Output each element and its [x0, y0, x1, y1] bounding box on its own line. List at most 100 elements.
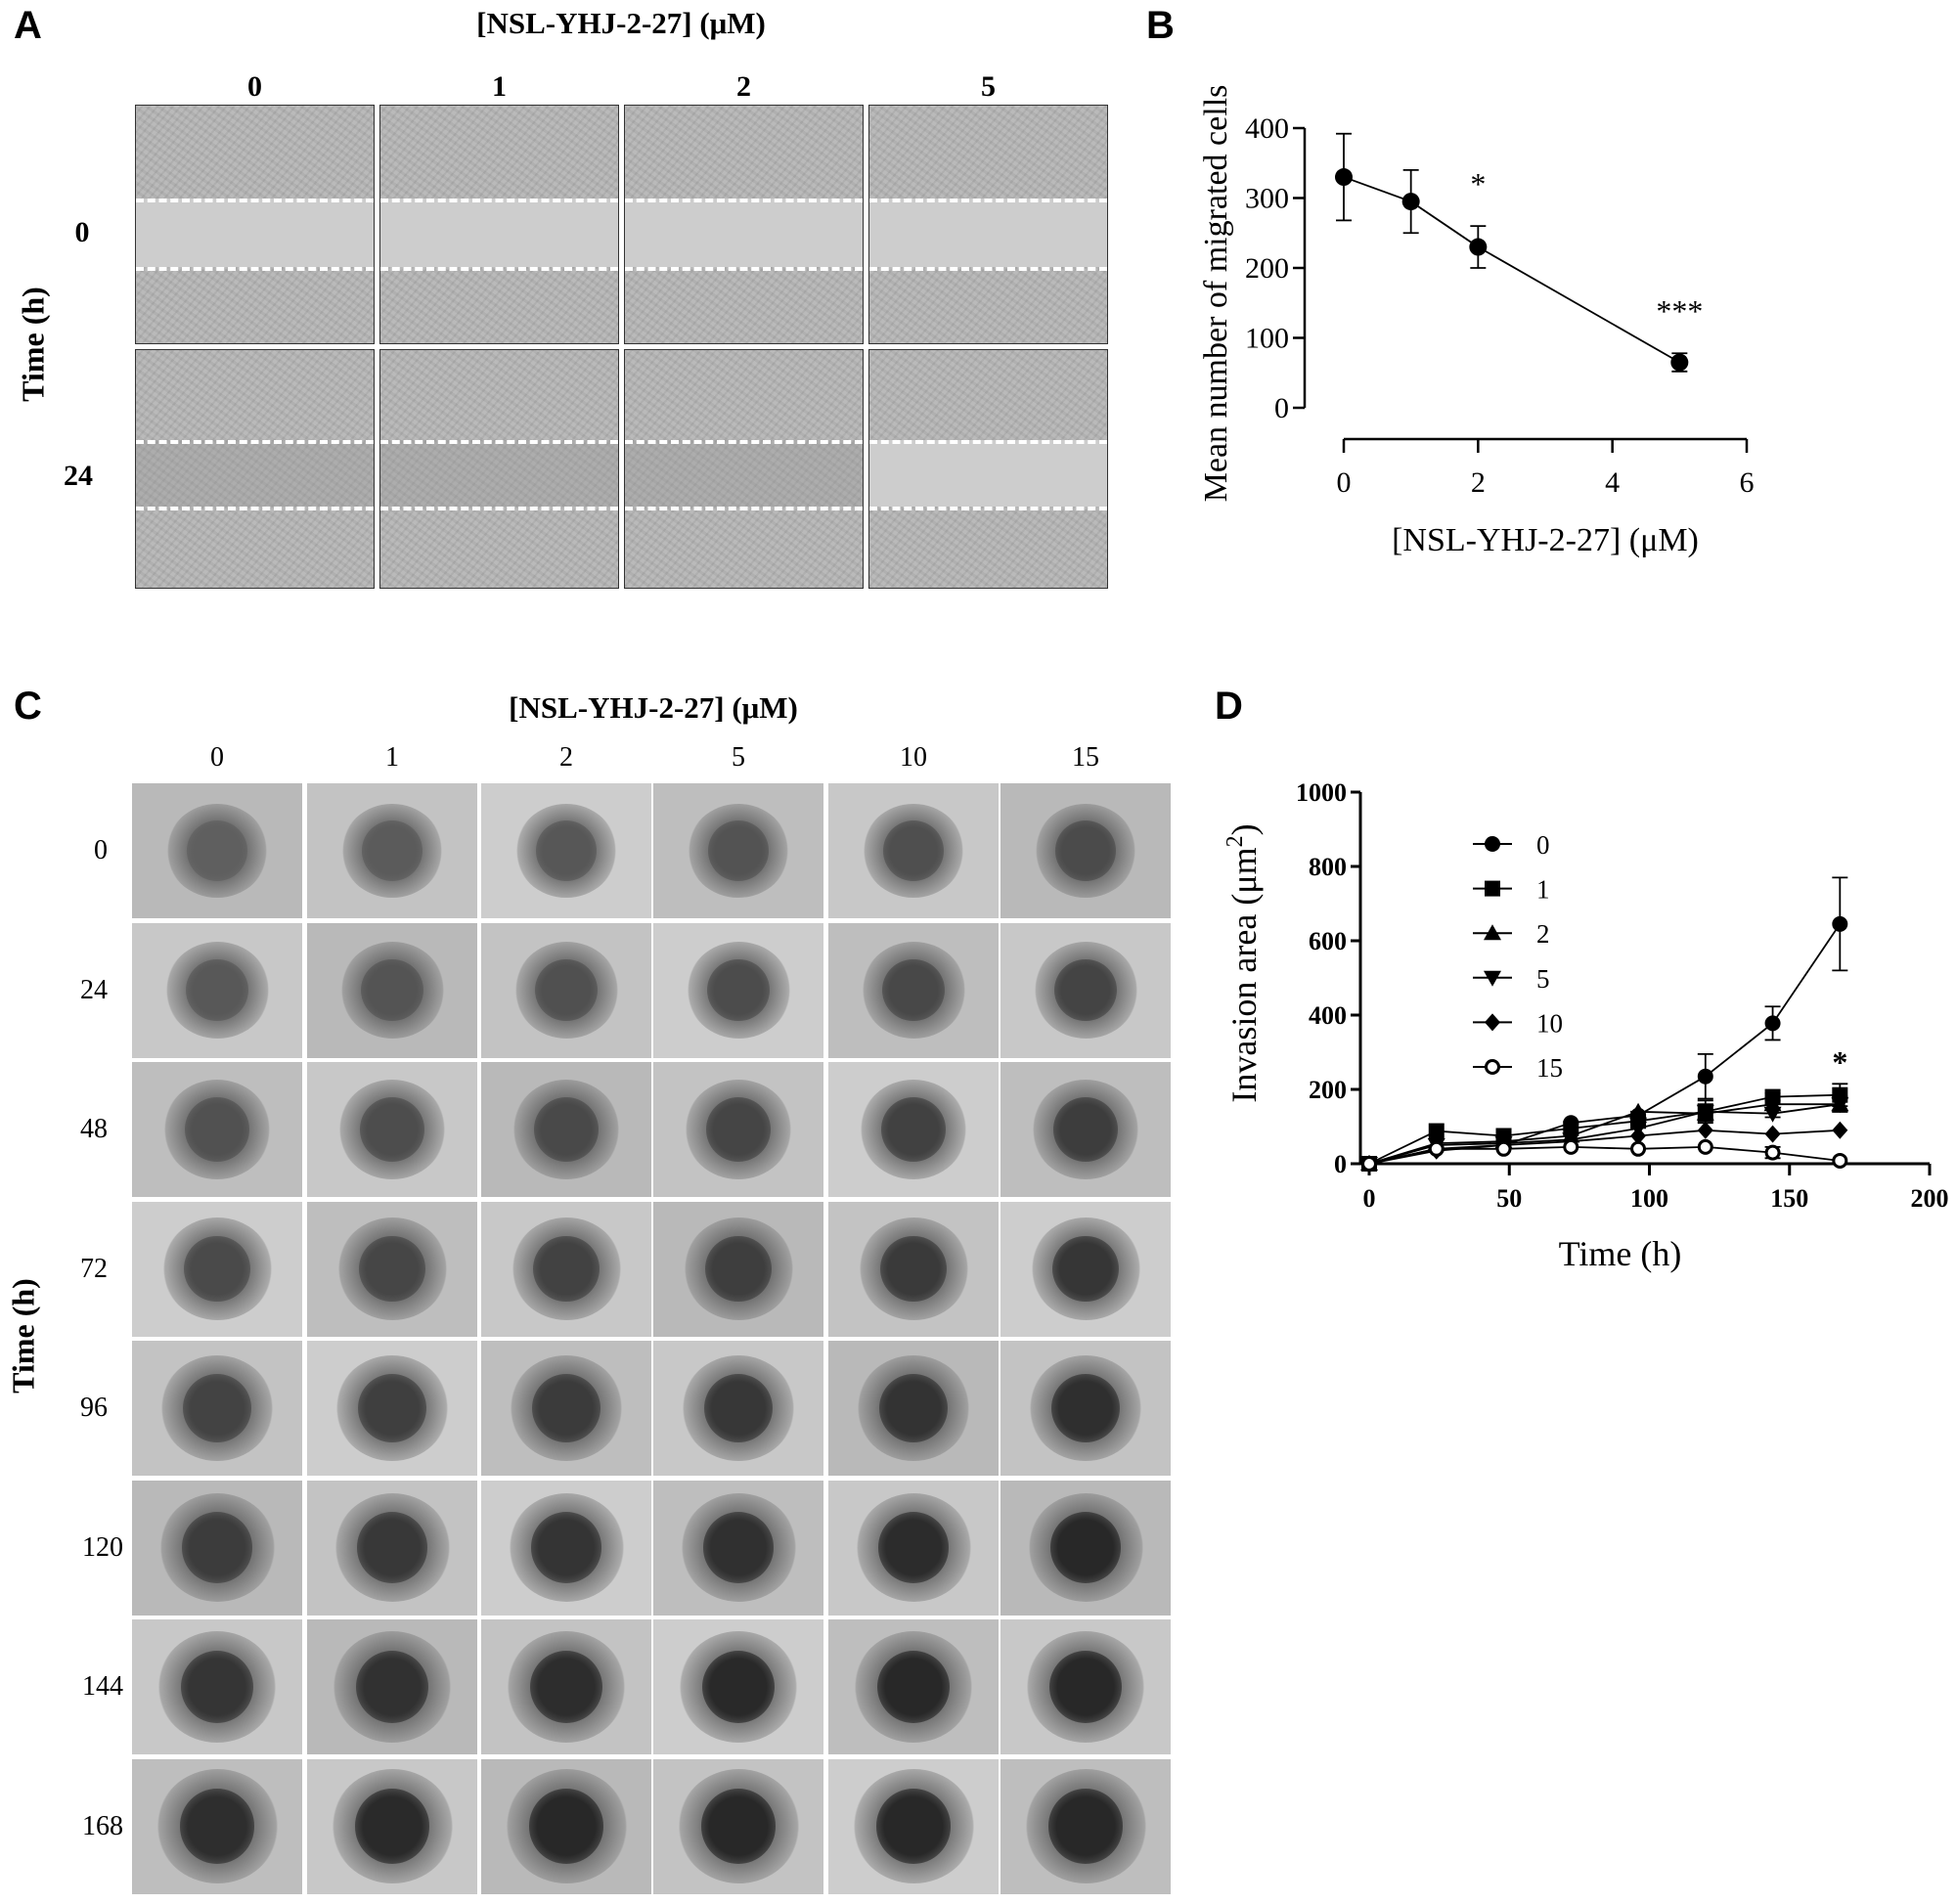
legend-label: 2: [1536, 919, 1550, 949]
spheroid-core: [185, 1097, 249, 1162]
data-point: [1763, 1106, 1782, 1123]
spheroid-core: [1047, 1789, 1124, 1864]
row-label: 0: [74, 216, 90, 248]
column-label: 1: [492, 70, 507, 103]
y-tick-label: 0: [1274, 392, 1289, 424]
panel-a-row-axis-label: Time (h): [15, 287, 51, 402]
spheroid-image: [653, 1341, 823, 1476]
panel-a-title: [NSL-YHJ-2-27] (μM): [476, 6, 766, 40]
wound-edge-line: [380, 507, 618, 510]
data-point: [1831, 1097, 1849, 1114]
spheroid-core: [876, 1650, 951, 1724]
wound-edge-line: [625, 440, 863, 444]
column-label: 0: [210, 742, 224, 773]
spheroid-image: [1000, 1062, 1171, 1197]
data-point: [1697, 1138, 1713, 1155]
series-line: [1368, 1129, 1841, 1165]
spheroid-core: [532, 1374, 600, 1442]
spheroid-image: [307, 922, 477, 1058]
spheroid-core: [358, 1374, 426, 1442]
spheroid-core: [354, 1789, 430, 1864]
significance-marker: *: [1832, 1044, 1847, 1080]
wound-edge-line: [136, 507, 374, 510]
data-point: [1764, 1144, 1781, 1161]
spheroid-core: [362, 820, 422, 881]
x-tick-label: 4: [1605, 466, 1620, 499]
data-point: [1832, 1121, 1848, 1139]
spheroid-core: [359, 1235, 425, 1303]
column-label: 15: [1072, 742, 1099, 773]
spheroid-core: [700, 1789, 777, 1864]
spheroid-core: [534, 1097, 599, 1162]
y-axis-label-main: Invasion area (μm: [1224, 847, 1264, 1102]
spheroid-image: [132, 1480, 302, 1616]
column-label: 2: [559, 742, 573, 773]
wound-gap: [869, 440, 1107, 507]
spheroid-image: [828, 1062, 999, 1197]
wound-gap: [380, 440, 618, 507]
spheroid-core: [184, 1235, 250, 1303]
spheroid-image: [307, 1201, 477, 1337]
wound-image: [624, 349, 864, 589]
spheroid-image: [481, 1480, 651, 1616]
spheroid-image: [1000, 1341, 1171, 1476]
legend-marker: [1485, 1013, 1500, 1032]
panel-c-row-axis-label: Time (h): [5, 1278, 41, 1394]
spheroid-image: [828, 1341, 999, 1476]
data-point: [1630, 1140, 1647, 1157]
spheroid-image: [1000, 1619, 1171, 1754]
data-point: [1361, 1156, 1377, 1172]
panel-label-b: B: [1146, 4, 1175, 47]
panel-c-title: [NSL-YHJ-2-27] (μM): [509, 690, 798, 725]
wound-edge-line: [869, 507, 1107, 510]
wound-edge-line: [136, 267, 374, 271]
wound-gap: [625, 440, 863, 507]
x-tick-label: 0: [1363, 1184, 1376, 1213]
spheroid-image: [307, 1758, 477, 1894]
data-point: [1335, 168, 1353, 187]
spheroid-core: [528, 1789, 604, 1864]
significance-marker: ***: [1656, 293, 1703, 329]
data-point: [1630, 1127, 1647, 1145]
spheroid-core: [1052, 1235, 1119, 1303]
spheroid-core: [180, 1650, 254, 1724]
spheroid-image: [653, 1201, 823, 1337]
legend-label: 1: [1536, 875, 1550, 905]
spheroid-core: [186, 958, 248, 1022]
wound-gap: [136, 199, 374, 267]
series-line: [1368, 1145, 1841, 1165]
y-tick-label: 300: [1245, 183, 1289, 215]
y-tick-label: 400: [1309, 1001, 1347, 1030]
wound-gap: [380, 199, 618, 267]
legend-label: 5: [1536, 964, 1550, 994]
panel-label-d: D: [1215, 685, 1243, 728]
data-point: [1697, 1121, 1713, 1139]
spheroid-image: [653, 922, 823, 1058]
panel-label-c: C: [14, 685, 42, 728]
spheroid-core: [704, 1374, 773, 1442]
spheroid-image: [481, 922, 651, 1058]
data-point: [1629, 1102, 1648, 1119]
y-tick-label: 200: [1245, 252, 1289, 285]
data-point: [1832, 915, 1848, 932]
legend-label: 15: [1536, 1053, 1563, 1083]
spheroid-core: [708, 820, 769, 881]
wound-image: [624, 105, 864, 344]
legend-marker: [1484, 924, 1501, 941]
row-label: 24: [64, 460, 93, 492]
spheroid-core: [705, 1235, 772, 1303]
spheroid-core: [355, 1650, 429, 1724]
spheroid-image: [132, 1062, 302, 1197]
row-label: 0: [94, 835, 108, 865]
column-label: 1: [385, 742, 399, 773]
series-line: [1368, 1103, 1841, 1165]
spheroid-image: [481, 1758, 651, 1894]
data-point: [1428, 1140, 1445, 1157]
spheroid-core: [706, 1097, 771, 1162]
y-tick-label: 1000: [1296, 778, 1347, 807]
y-tick-label: 600: [1309, 927, 1347, 955]
wound-image: [135, 349, 375, 589]
data-point: [1428, 1123, 1445, 1139]
spheroid-core: [360, 1097, 424, 1162]
column-label: 2: [736, 70, 751, 103]
